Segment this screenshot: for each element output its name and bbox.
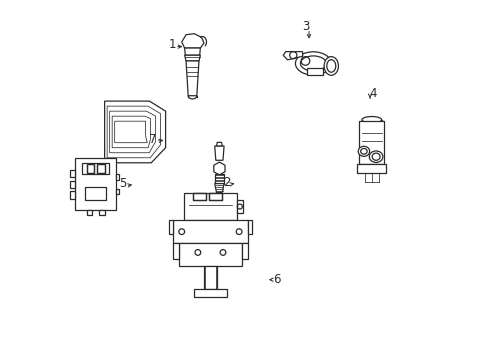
Polygon shape	[306, 68, 322, 75]
Polygon shape	[237, 200, 242, 213]
Text: 3: 3	[302, 20, 309, 33]
Polygon shape	[214, 174, 224, 184]
Polygon shape	[242, 243, 247, 259]
Ellipse shape	[361, 117, 381, 123]
Polygon shape	[216, 142, 222, 146]
Polygon shape	[209, 193, 222, 200]
Ellipse shape	[357, 146, 369, 156]
Polygon shape	[194, 289, 226, 297]
Polygon shape	[183, 193, 237, 220]
Text: 5: 5	[119, 177, 126, 190]
Polygon shape	[184, 48, 200, 55]
Polygon shape	[86, 164, 94, 173]
Polygon shape	[82, 163, 109, 174]
Polygon shape	[70, 170, 75, 177]
Polygon shape	[70, 192, 75, 199]
Polygon shape	[70, 181, 75, 188]
Polygon shape	[359, 121, 384, 164]
Text: 7: 7	[149, 132, 157, 145]
Polygon shape	[99, 210, 104, 215]
Ellipse shape	[295, 52, 330, 75]
Polygon shape	[193, 193, 206, 200]
Polygon shape	[203, 266, 217, 289]
Polygon shape	[214, 146, 224, 160]
Polygon shape	[75, 158, 116, 210]
Polygon shape	[214, 184, 224, 193]
Polygon shape	[247, 220, 251, 234]
Polygon shape	[104, 101, 165, 163]
Ellipse shape	[368, 151, 382, 162]
Polygon shape	[182, 34, 203, 48]
Polygon shape	[213, 162, 224, 175]
Polygon shape	[86, 210, 92, 215]
Ellipse shape	[324, 57, 338, 75]
Polygon shape	[357, 164, 386, 173]
Text: 1: 1	[168, 38, 176, 51]
Polygon shape	[283, 51, 302, 60]
Text: 6: 6	[272, 273, 280, 286]
Polygon shape	[97, 164, 104, 173]
Polygon shape	[116, 189, 119, 194]
Polygon shape	[169, 220, 172, 234]
Text: 4: 4	[368, 87, 376, 100]
Polygon shape	[172, 243, 179, 259]
Polygon shape	[184, 55, 200, 61]
Text: 2: 2	[223, 176, 230, 189]
Polygon shape	[185, 61, 199, 96]
Polygon shape	[116, 174, 119, 180]
Polygon shape	[179, 243, 242, 266]
Polygon shape	[172, 220, 247, 243]
